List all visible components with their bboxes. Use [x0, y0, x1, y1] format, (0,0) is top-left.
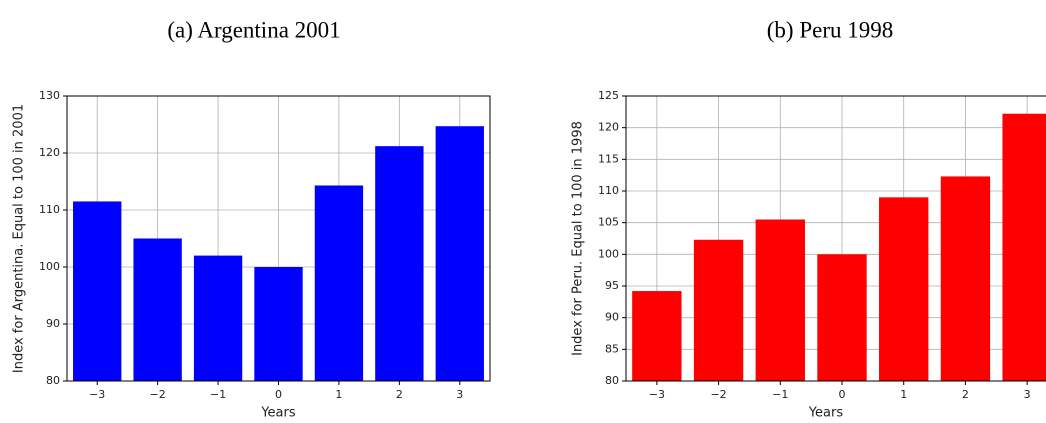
subplot-title: (b) Peru 1998 [767, 17, 893, 42]
bar [73, 201, 122, 381]
bar [693, 239, 744, 381]
x-tick-label: 3 [1024, 388, 1031, 401]
x-tick-label: 1 [900, 388, 907, 401]
x-axis-label: Years [260, 406, 296, 421]
y-tick-label: 115 [598, 152, 619, 165]
y-tick-label: 120 [39, 146, 60, 159]
y-tick-label: 80 [605, 374, 619, 387]
bar [133, 238, 182, 381]
x-tick-label: 3 [456, 388, 463, 401]
y-tick-label: 100 [598, 247, 619, 260]
x-tick-label: 1 [335, 388, 342, 401]
y-tick-label: 110 [598, 184, 619, 197]
subplot-title: (a) Argentina 2001 [167, 17, 340, 42]
x-tick-label: −3 [89, 388, 105, 401]
bar [879, 197, 929, 381]
bar [435, 126, 484, 382]
y-tick-label: 95 [605, 279, 619, 292]
bar [1002, 113, 1046, 381]
y-tick-label: 110 [39, 203, 60, 216]
y-tick-label: 120 [598, 121, 619, 134]
x-tick-label: −1 [772, 388, 788, 401]
plot-frame [66, 95, 491, 382]
x-tick-label: 0 [275, 388, 282, 401]
x-tick-label: 2 [396, 388, 403, 401]
bar [375, 146, 424, 381]
y-axis-label: Index for Peru. Equal to 100 in 1998 [571, 121, 586, 356]
y-axis-label: Index for Argentina. Equal to 100 in 200… [12, 104, 27, 373]
y-tick-label: 125 [598, 89, 619, 102]
y-tick-label: 105 [598, 216, 619, 229]
y-tick-label: 90 [46, 317, 60, 330]
x-tick-label: −2 [150, 388, 166, 401]
x-tick-label: 2 [962, 388, 969, 401]
y-tick-label: 130 [39, 89, 60, 102]
bar [314, 185, 364, 381]
y-tick-label: 80 [46, 374, 60, 387]
x-tick-label: 0 [839, 388, 846, 401]
bar [193, 255, 243, 381]
y-tick-label: 85 [605, 342, 619, 355]
bar [632, 291, 682, 381]
bar [940, 176, 991, 381]
bar [254, 267, 303, 381]
y-tick-label: 90 [605, 311, 619, 324]
plot-frame [625, 95, 1046, 382]
bar [817, 254, 867, 381]
x-axis-label: Years [808, 406, 844, 421]
x-tick-label: −2 [710, 388, 726, 401]
x-tick-label: −1 [210, 388, 226, 401]
x-tick-label: −3 [649, 388, 665, 401]
y-tick-label: 100 [39, 260, 60, 273]
bar [755, 219, 805, 381]
